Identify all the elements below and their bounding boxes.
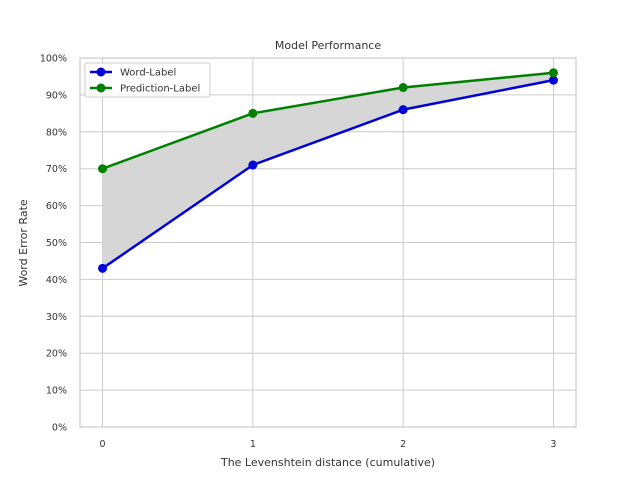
tick-labels: 0% 10% 20% 30% 40% 50% 60% 70% 80% 90% 100% 0 1 2 3 [40, 54, 557, 451]
x-axis-label: The Levenshtein distance (cumulative) [220, 456, 435, 469]
data-point-prediction-label [548, 68, 558, 78]
chart-title: Model Performance [275, 39, 381, 52]
x-tick-label: 2 [400, 439, 406, 450]
y-tick-label: 0% [52, 423, 67, 434]
data-point-prediction-label [98, 164, 108, 174]
data-point-prediction-label [398, 83, 408, 93]
series-line-prediction-label [102, 71, 554, 170]
legend-box [84, 62, 211, 98]
x-tick-label: 1 [250, 439, 256, 450]
x-tick-label: 3 [550, 439, 556, 450]
series-layer [98, 68, 558, 273]
legend-label-prediction-label: Prediction-Label [120, 84, 200, 95]
y-tick-label: 60% [46, 201, 67, 212]
series-line-word-label [101, 78, 554, 270]
y-tick-label: 50% [46, 238, 67, 249]
y-tick-label: 30% [46, 312, 67, 323]
y-tick-label: 90% [46, 90, 67, 101]
y-tick-label: 70% [46, 164, 67, 175]
y-tick-label: 80% [46, 127, 67, 138]
data-point-word-label [548, 75, 558, 85]
data-point-word-label [248, 160, 258, 170]
fill-between-region [102, 72, 554, 269]
x-tick-label: 0 [100, 439, 106, 450]
data-point-word-label [398, 105, 408, 115]
legend-marker-word-label [96, 67, 106, 77]
legend-marker-prediction-label [96, 83, 106, 93]
y-tick-label: 10% [46, 386, 67, 397]
y-axis-label: Word Error Rate [17, 199, 30, 287]
y-tick-label: 40% [46, 275, 67, 286]
plot-frame [79, 57, 577, 428]
legend: Word-Label Prediction-Label [84, 62, 211, 98]
data-point-prediction-label [248, 108, 258, 118]
y-tick-label: 20% [46, 349, 67, 360]
data-point-word-label [98, 263, 108, 273]
y-tick-label: 100% [40, 54, 67, 65]
fill-between-area [102, 72, 554, 269]
legend-label-word-label: Word-Label [120, 68, 176, 79]
